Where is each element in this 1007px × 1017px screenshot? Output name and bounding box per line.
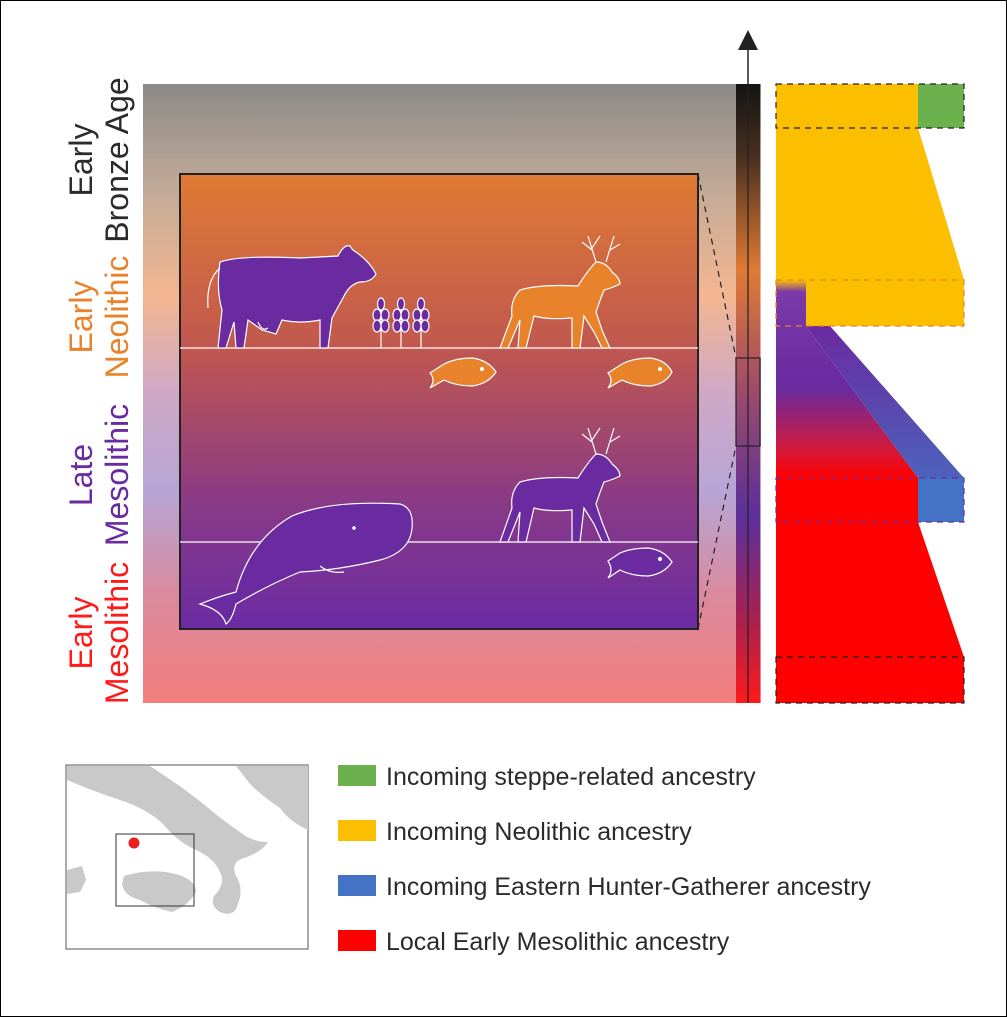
- period-late-mesolithic-line2: Mesolithic: [99, 404, 135, 546]
- sample-box-neolithic: [775, 279, 965, 327]
- ribbon-purple-transition: [776, 280, 918, 478]
- fish-icon: [607, 357, 673, 389]
- arrow-up-icon: [738, 30, 758, 84]
- zoom-connector-top: [697, 173, 737, 359]
- period-early-neolithic-line1: Early: [63, 281, 99, 354]
- sample-box-late-mesolithic: [775, 477, 965, 523]
- fish-icon: [607, 547, 673, 579]
- sample-boxes: [775, 83, 965, 704]
- legend-label-neolithic: Incoming Neolithic ancestry: [386, 818, 692, 846]
- whale-icon: [198, 502, 413, 625]
- legend-label-local: Local Early Mesolithic ancestry: [386, 928, 730, 956]
- map-italy-landmass: [67, 766, 268, 914]
- period-labels: Early Bronze Age Early Neolithic Late Me…: [63, 77, 135, 704]
- ribbon-eastern-hunter-gatherer-streak: [806, 326, 964, 522]
- period-early-bronze-age-line1: Early: [63, 124, 99, 197]
- period-early-bronze-age-line2: Bronze Age: [99, 77, 135, 242]
- ancestry-ribbons: [776, 84, 964, 703]
- timeline-bar: [735, 84, 761, 703]
- map-site-marker: [128, 837, 140, 849]
- period-early-mesolithic-line1: Early: [63, 597, 99, 670]
- legend-swatch-steppe: [338, 765, 376, 786]
- map-balkans-landmass: [236, 766, 308, 830]
- period-late-mesolithic-line1: Late: [63, 444, 99, 506]
- fish-icon: [429, 357, 497, 389]
- legend-label-ehg: Incoming Eastern Hunter-Gatherer ancestr…: [386, 873, 871, 901]
- period-early-neolithic-line2: Neolithic: [99, 256, 135, 379]
- ribbon-incoming-neolithic: [776, 84, 964, 326]
- ribbon-eastern-hunter-gatherer: [918, 478, 964, 522]
- ribbon-local-early-mesolithic: [776, 470, 964, 657]
- legend-swatch-local: [338, 930, 376, 951]
- period-early-mesolithic-line2: Mesolithic: [99, 562, 135, 704]
- ribbon-local-early-mesolithic-base: [776, 657, 964, 703]
- cow-icon: [207, 245, 377, 349]
- ribbon-incoming-steppe: [918, 84, 964, 128]
- map-inset: [65, 764, 309, 950]
- timeline-zoom-window: [735, 357, 761, 447]
- legend: Incoming steppe-related ancestry Incomin…: [338, 763, 871, 956]
- deer-icon-neolithic: [499, 235, 621, 349]
- sample-box-bronze-age: [775, 83, 965, 129]
- map-sicily-landmass: [122, 871, 196, 912]
- legend-swatch-neolithic: [338, 820, 376, 841]
- scene-panel: [179, 173, 699, 630]
- map-highlight-box: [115, 833, 195, 907]
- deer-icon-mesolithic: [499, 427, 621, 543]
- zoom-connector-bottom: [697, 445, 737, 630]
- sample-box-early-mesolithic: [775, 656, 965, 704]
- legend-swatch-ehg: [338, 875, 376, 896]
- wheat-icon: [372, 297, 430, 348]
- map-sardinia-landmass: [67, 866, 86, 894]
- legend-label-steppe: Incoming steppe-related ancestry: [386, 763, 756, 791]
